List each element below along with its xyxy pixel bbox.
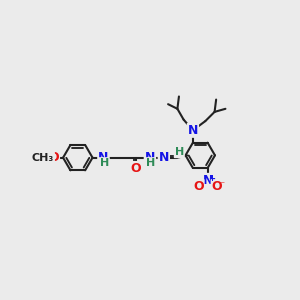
Text: H: H bbox=[146, 158, 155, 168]
Text: N: N bbox=[98, 151, 109, 164]
Text: O: O bbox=[49, 151, 59, 164]
Text: N: N bbox=[202, 174, 213, 187]
Text: O: O bbox=[193, 180, 204, 193]
Text: N: N bbox=[145, 151, 155, 164]
Text: O: O bbox=[130, 162, 141, 175]
Text: N: N bbox=[159, 151, 169, 164]
Text: H: H bbox=[175, 147, 184, 157]
Text: H: H bbox=[100, 158, 109, 168]
Text: O: O bbox=[212, 180, 222, 193]
Text: N: N bbox=[188, 124, 198, 137]
Text: ⁻: ⁻ bbox=[220, 180, 225, 190]
Text: CH₃: CH₃ bbox=[32, 153, 54, 163]
Text: +: + bbox=[208, 173, 215, 182]
